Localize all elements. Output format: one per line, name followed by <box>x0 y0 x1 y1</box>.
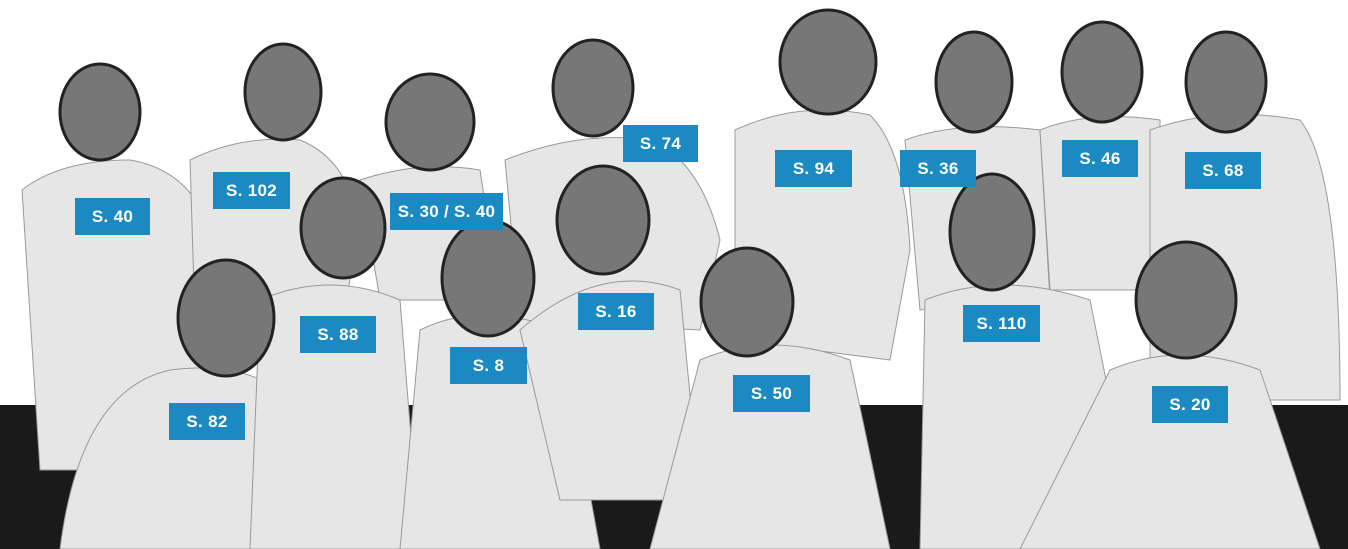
page-label: S. 8 <box>450 347 527 384</box>
heads <box>58 8 1268 378</box>
page-label: S. 74 <box>623 125 698 162</box>
page-label: S. 68 <box>1185 152 1261 189</box>
page-label: S. 40 <box>75 198 150 235</box>
page-label: S. 50 <box>733 375 810 412</box>
page-label: S. 46 <box>1062 140 1138 177</box>
page-label: S. 110 <box>963 305 1040 342</box>
page-label: S. 30 / S. 40 <box>390 193 503 230</box>
page-label: S. 16 <box>578 293 654 330</box>
page-label: S. 102 <box>213 172 290 209</box>
page-label: S. 88 <box>300 316 376 353</box>
page-label: S. 94 <box>775 150 852 187</box>
page-label: S. 82 <box>169 403 245 440</box>
page-label: S. 20 <box>1152 386 1228 423</box>
page-label: S. 36 <box>900 150 976 187</box>
